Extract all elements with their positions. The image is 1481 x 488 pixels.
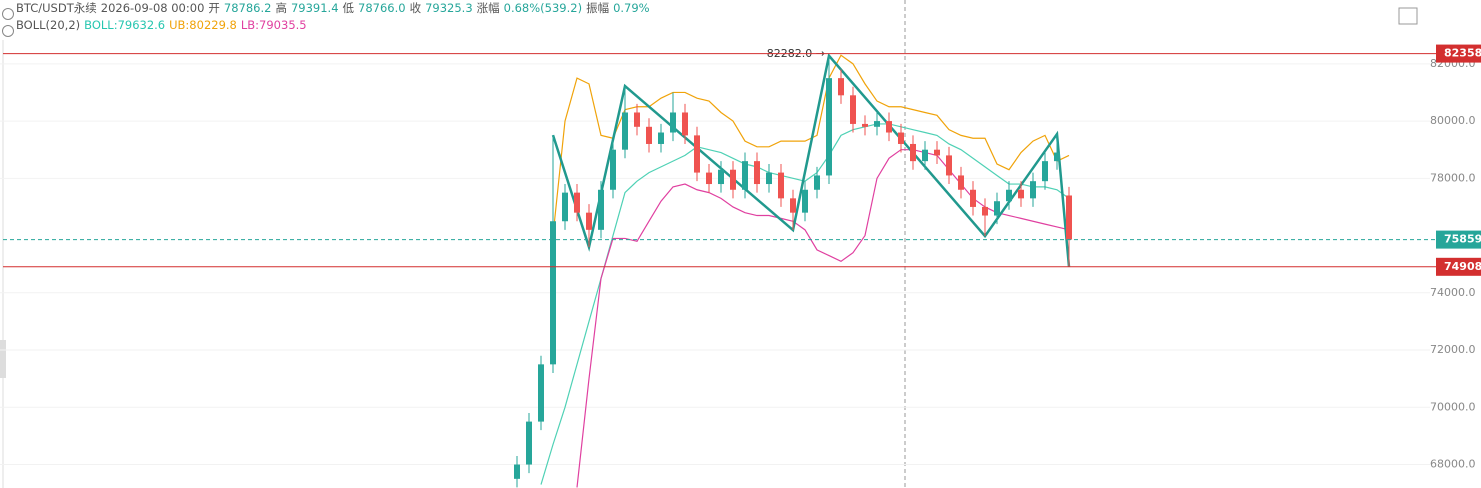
candle-body [946,155,952,176]
candle-body [658,132,664,144]
y-tick-label: 68000.0 [1430,458,1476,471]
candle-body [994,201,1000,216]
y-tick-label: 74000.0 [1430,286,1476,299]
ohlc-value: 79391.4 [290,1,339,15]
candle-body [562,192,568,222]
fullscreen-button[interactable] [1398,7,1418,25]
y-tick-label: 72000.0 [1430,343,1476,356]
ohlc-label: 涨幅 [476,1,500,15]
boll-line [540,123,1070,485]
candle-body [694,135,700,173]
candle-body [910,143,916,162]
ohlc-label: 低 [342,1,355,15]
candle-body [874,121,880,127]
zigzag [551,53,1071,267]
candle-body [610,149,616,190]
candle-body [1018,189,1024,199]
candle-body [826,78,832,176]
boll-line [576,149,1070,488]
boll-row: BOLL(20,2) BOLL:79632.6 UB:80229.8 LB:79035… [16,17,654,34]
candle-body [1042,161,1048,182]
ohlc-label: 振幅 [586,1,610,15]
ohlc-label: 收 [409,1,422,15]
indicator-value: BOLL:79632.6 [84,18,166,32]
candle-body [958,175,964,190]
ohlc-label: 开 [208,1,220,15]
candle-body [646,126,652,144]
y-tick-label: 70000.0 [1430,400,1476,413]
ohlc-label: 高 [275,1,287,15]
candle-body [814,175,820,190]
indicator-name: BOLL(20,2) [16,18,81,32]
y-tick-label: 78000.0 [1430,171,1476,184]
datetime: 2026-09-08 00:00 [100,1,205,15]
side-tab[interactable] [0,340,6,378]
y-tick-label: 80000.0 [1430,114,1476,127]
candle-body [886,121,892,133]
symbol: BTC/USDT永续 [16,1,97,15]
candle-body [622,112,628,150]
ohlc-value: 78786.2 [223,1,272,15]
candle-body [718,169,724,185]
candle-body [850,95,856,124]
candle-body [802,189,808,213]
candle-body [898,132,904,144]
price-tag-label: 82358.0 [1444,47,1481,60]
ohlc-row: BTC/USDT永续 2026-09-08 00:00 开 78786.2 高 79391… [16,0,654,17]
ohlc-value: 0.68%(539.2) [503,1,583,15]
candle-body [970,189,976,207]
candle-body [766,172,772,185]
candle-body [514,464,520,479]
candle-body [1006,189,1012,202]
price-tag-label: 74908.0 [1444,260,1481,273]
collapse-icon[interactable] [2,25,14,37]
indicator-value: UB:80229.8 [169,18,237,32]
ohlc-value: 79325.3 [425,1,473,15]
collapse-icon[interactable] [2,8,14,20]
ohlc-value: 0.79% [613,1,650,15]
candle-body [586,212,592,230]
price-tag [1436,44,1481,63]
candle-body [574,192,580,213]
candle-body [790,198,796,213]
candle-body [538,364,544,422]
candle-body [1030,181,1036,199]
candle-body [598,189,604,230]
header: BTC/USDT永续 2026-09-08 00:00 开 78786.2 高 79391… [16,0,654,34]
indicator-value: LB:79035.5 [240,18,307,32]
candle-body [982,206,988,216]
candle-body [730,169,736,190]
price-tag [1436,230,1481,249]
price-tag [1436,257,1481,276]
price-tag-label: 75859.0 [1444,233,1481,246]
candle-body [742,161,748,190]
candle-body [934,149,940,156]
candle-body [922,149,928,162]
candle-body [862,123,868,127]
candle-body [670,112,676,133]
candle-body [682,112,688,136]
candle-body [526,421,532,465]
candle-body [1054,152,1060,162]
ohlc-value: 78766.0 [358,1,406,15]
candle-body [838,78,844,96]
candle-body [1066,195,1072,240]
candle-body [550,221,556,365]
candle-body [706,172,712,185]
candle-body [778,172,784,199]
candle-body [634,112,640,127]
candle-body [754,161,760,185]
